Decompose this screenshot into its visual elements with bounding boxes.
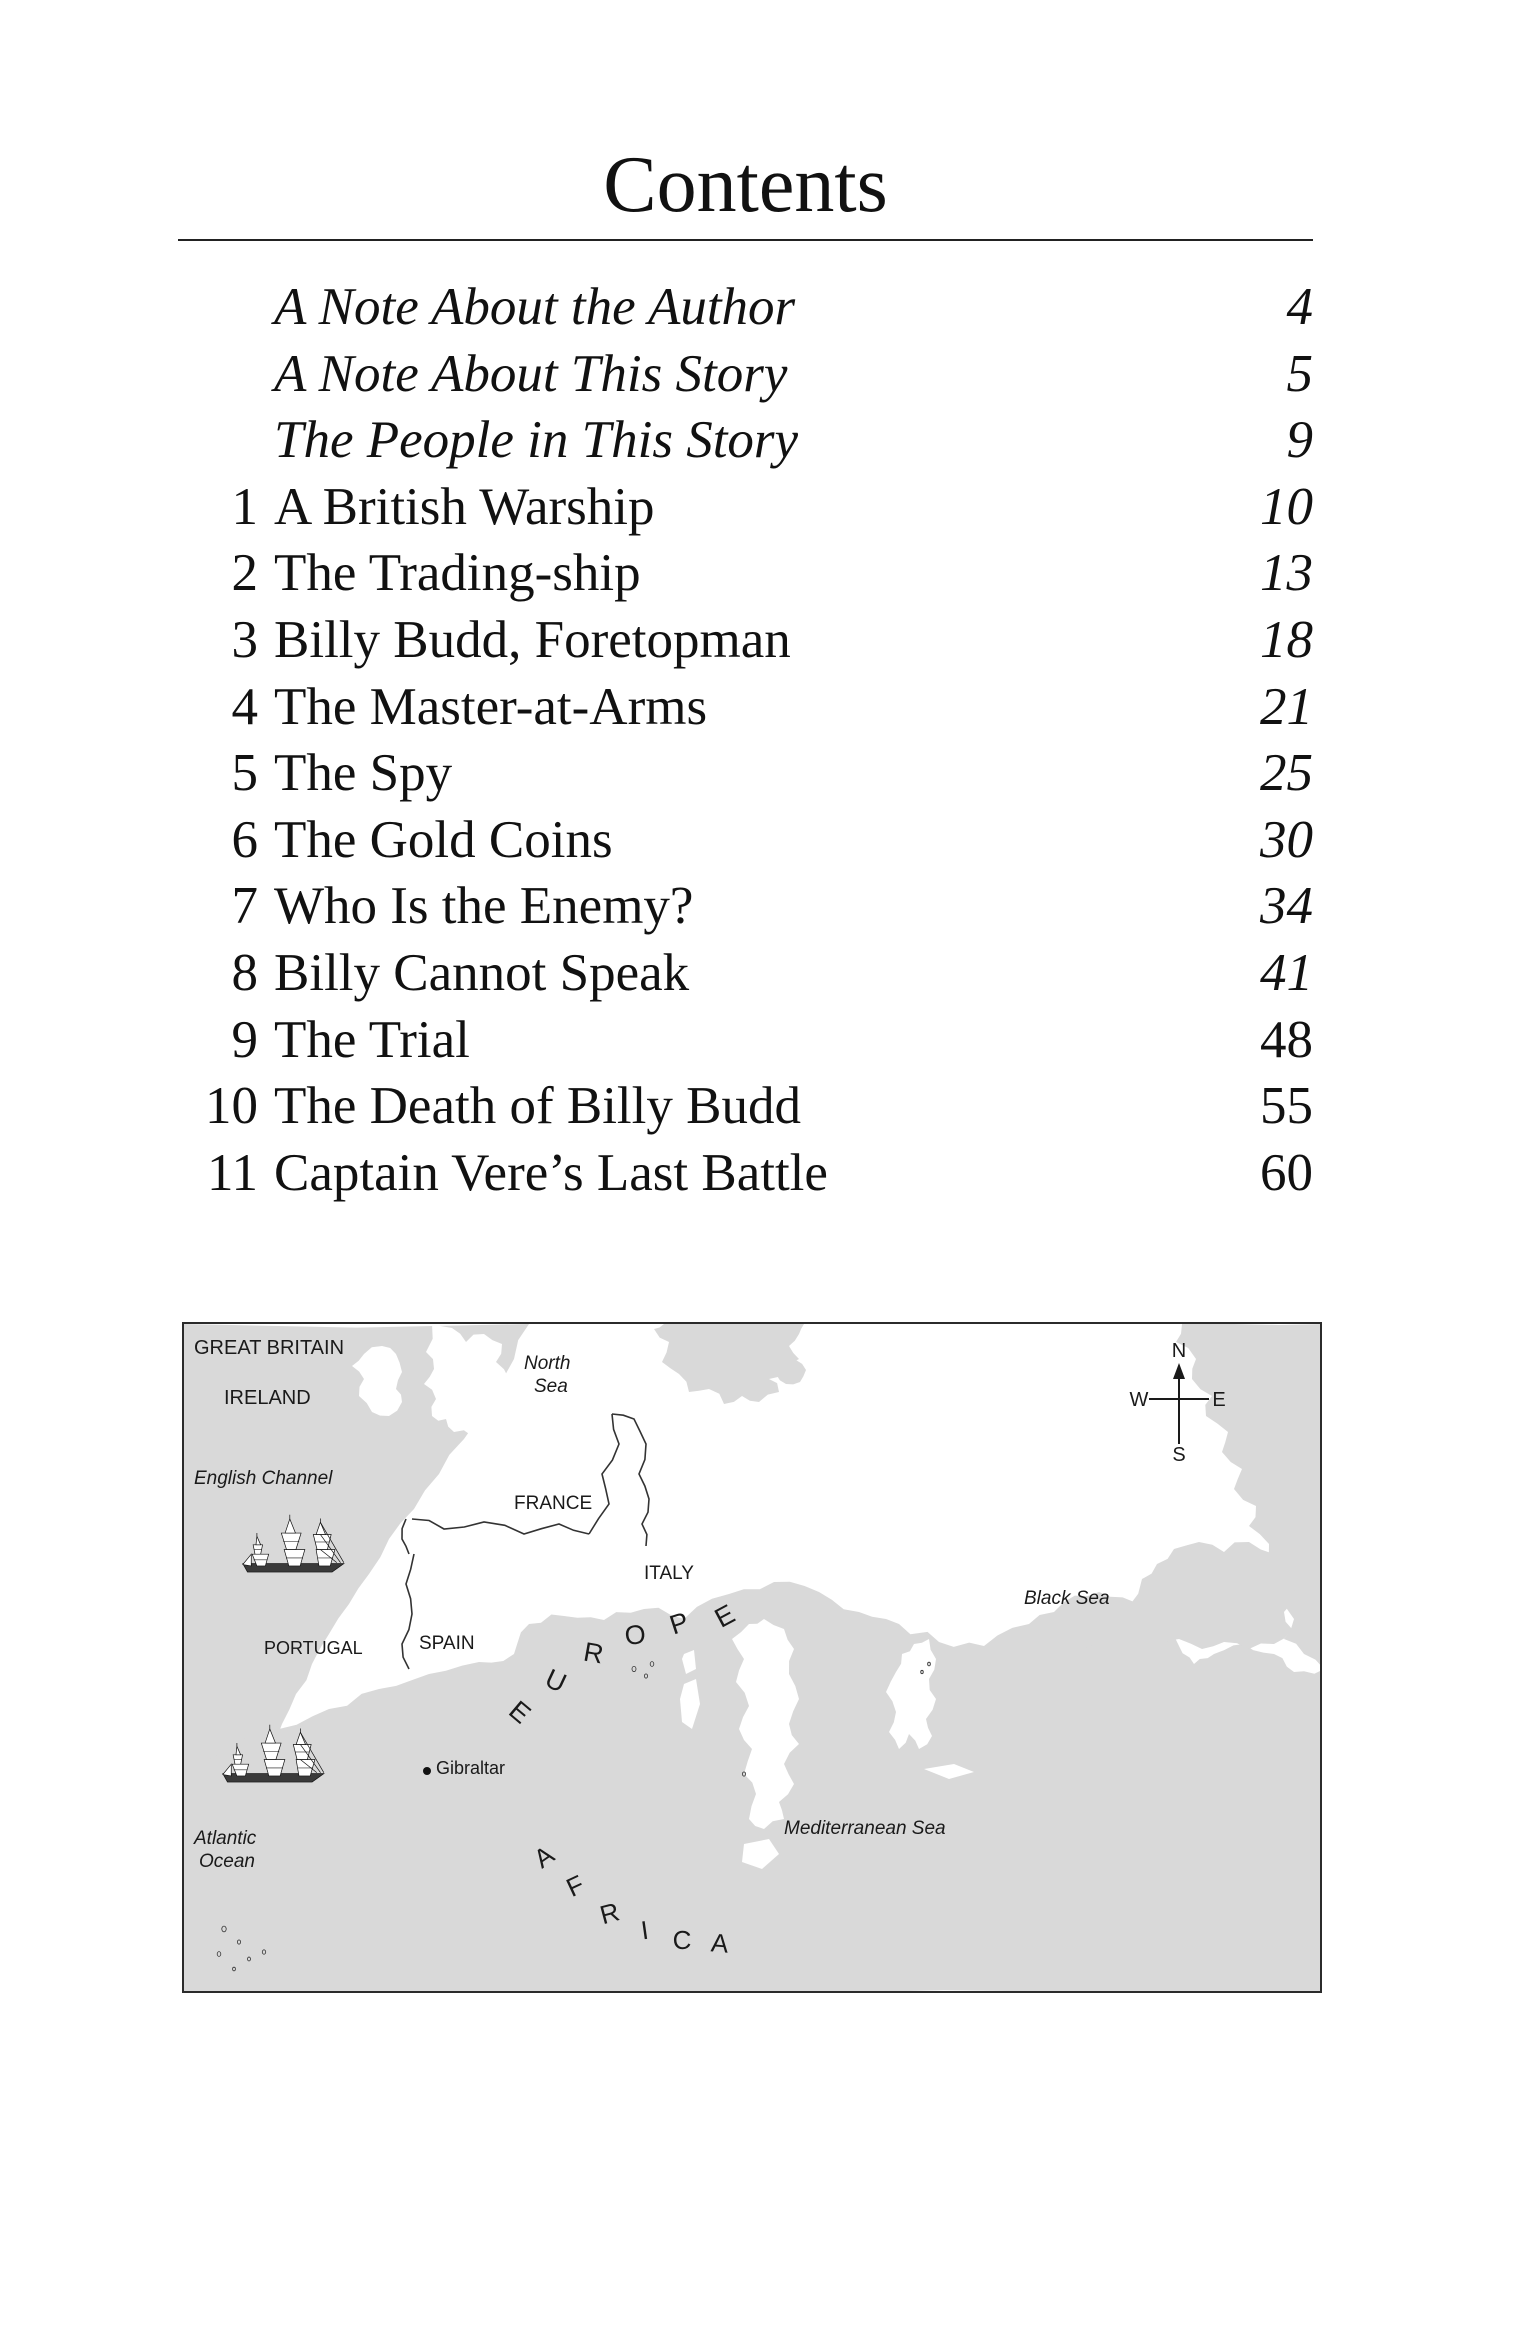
svg-text:E: E [1212,1389,1225,1411]
svg-text:Sea: Sea [534,1376,568,1397]
svg-text:Mediterranean Sea: Mediterranean Sea [784,1818,946,1839]
svg-text:O: O [623,1619,647,1651]
svg-text:Black Sea: Black Sea [1024,1588,1110,1609]
svg-text:FRANCE: FRANCE [514,1493,592,1514]
svg-text:Ocean: Ocean [199,1851,255,1872]
svg-text:North: North [524,1353,570,1374]
svg-text:A: A [710,1927,731,1958]
svg-text:S: S [1172,1444,1185,1466]
svg-text:Atlantic: Atlantic [193,1828,257,1849]
svg-text:SPAIN: SPAIN [419,1633,475,1654]
svg-text:English Channel: English Channel [194,1468,333,1489]
svg-text:W: W [1130,1389,1149,1411]
svg-text:IRELAND: IRELAND [224,1387,311,1409]
svg-text:C: C [673,1925,692,1955]
svg-text:N: N [1172,1340,1186,1362]
svg-text:GREAT BRITAIN: GREAT BRITAIN [194,1337,344,1359]
svg-text:PORTUGAL: PORTUGAL [264,1638,363,1658]
svg-text:ITALY: ITALY [644,1563,694,1584]
svg-text:Gibraltar: Gibraltar [436,1758,505,1778]
